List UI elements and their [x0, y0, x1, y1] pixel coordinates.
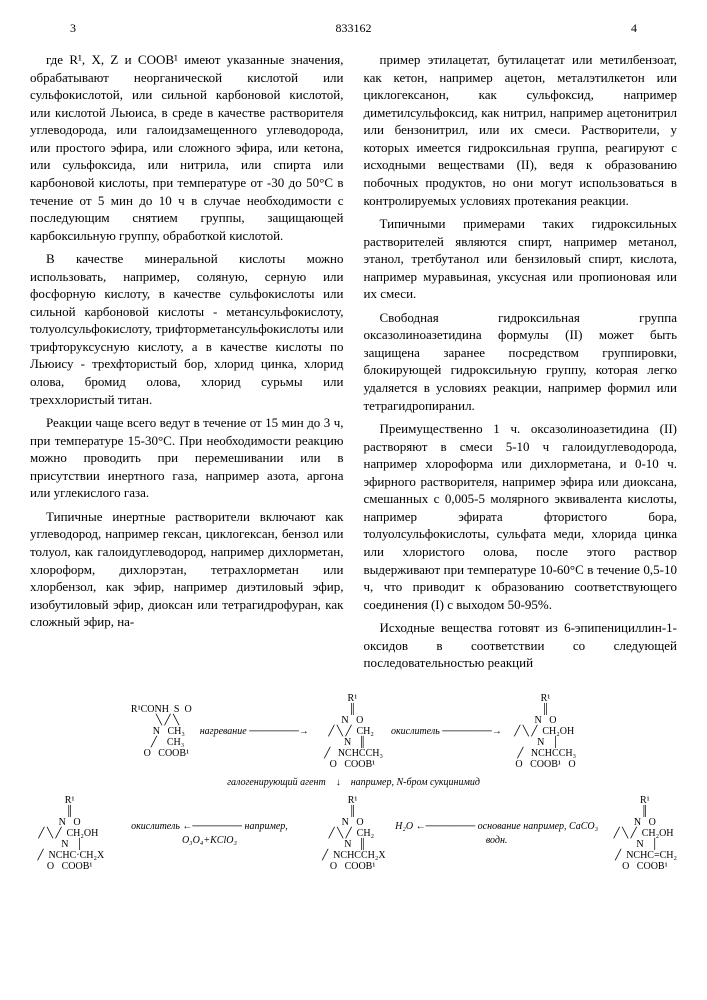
paragraph: где R¹, X, Z и COOB¹ имеют указанные зна… — [30, 51, 344, 244]
middle-label: галогенирующий агент ↓ например, N-бром … — [30, 776, 677, 790]
paragraph: В качестве минеральной кислоты можно исп… — [30, 250, 344, 408]
paragraph: Преимущественно 1 ч. оксазолиноазетидина… — [364, 420, 678, 613]
agent-label: галогенирующий агент — [227, 777, 326, 788]
page-num-right: 4 — [631, 20, 637, 36]
text-columns: где R¹, X, Z и COOB¹ имеют указанные зна… — [30, 51, 677, 678]
paragraph: Типичные инертные растворители включают … — [30, 508, 344, 631]
paragraph: Типичными примерами таких гидроксильных … — [364, 215, 678, 303]
arrow-label: окислитель ───────→ — [391, 725, 502, 739]
down-arrow-icon: ↓ — [336, 777, 341, 788]
structure: R¹ ║ N O ╱ ╲ ╱ CH₂OH N │ ╱ NCHC=CH₂ O CO… — [608, 795, 677, 872]
structure: R¹ ║ N O ╱ ╲ ╱ CH₂OH N │ ╱ NCHCCH₃ O COO… — [510, 693, 576, 770]
right-column: пример этилацетат, бутилацетат или метил… — [364, 51, 678, 678]
reaction-scheme: R¹CONH S O ╲ ╱ ╲ N CH₃ ╱ CH₃ O COOB¹ наг… — [30, 693, 677, 873]
patent-number: 833162 — [336, 20, 372, 36]
paragraph: Исходные вещества готовят из 6-эпипеници… — [364, 619, 678, 672]
paragraph: Свободная гидроксильная группа оксазолин… — [364, 309, 678, 414]
arrow-label: окислитель ←─────── например, O₃O₄+KClO₃ — [112, 820, 306, 847]
structure: R¹ ║ N O ╱ ╲ ╱ CH₂OH N │ ╱ NCHC·CH₂X O C… — [30, 795, 104, 872]
arrow-label: H₂O ←─────── основание например, CaCO₃ в… — [394, 820, 600, 847]
structure: R¹CONH S O ╲ ╱ ╲ N CH₃ ╱ CH₃ O COOB¹ — [131, 704, 192, 759]
arrow-label: нагревание ───────→ — [200, 725, 309, 739]
page-header: 3 833162 4 — [30, 20, 677, 36]
example-label: например, N-бром сукцинимид — [351, 777, 480, 788]
paragraph: Реакции чаще всего ведут в течение от 15… — [30, 414, 344, 502]
reaction-row-1: R¹CONH S O ╲ ╱ ╲ N CH₃ ╱ CH₃ O COOB¹ наг… — [30, 693, 677, 770]
paragraph: пример этилацетат, бутилацетат или метил… — [364, 51, 678, 209]
structure: R¹ ║ N O ╱ ╲ ╱ CH₂ N ║ ╱ NCHCCH₂X O COOB… — [315, 795, 386, 872]
reaction-row-2: R¹ ║ N O ╱ ╲ ╱ CH₂OH N │ ╱ NCHC·CH₂X O C… — [30, 795, 677, 872]
page-num-left: 3 — [70, 20, 76, 36]
left-column: где R¹, X, Z и COOB¹ имеют указанные зна… — [30, 51, 344, 678]
structure: R¹ ║ N O ╱ ╲ ╱ CH₂ N ║ ╱ NCHCCH₃ O COOB¹ — [317, 693, 383, 770]
